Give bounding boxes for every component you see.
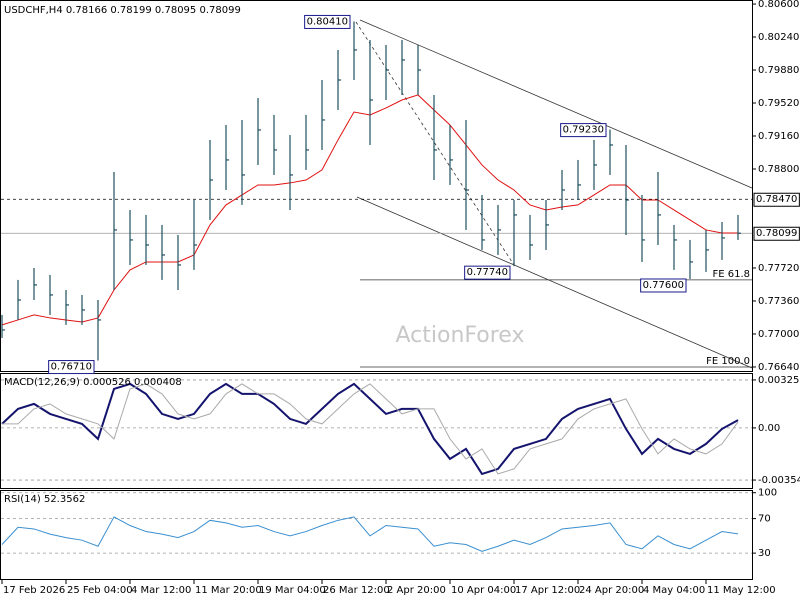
y-tick-label: 0.76640 (758, 362, 799, 373)
fib-label: FE 100.0 (706, 356, 750, 367)
y-tick-label: 0.77720 (758, 263, 799, 274)
x-tick-label: 11 Mar 20:00 (195, 585, 262, 596)
pivot-label: 0.77740 (467, 267, 508, 278)
level-label: 0.78470 (756, 194, 797, 205)
y-tick-label: 0.77360 (758, 296, 799, 307)
x-tick-label: 25 Feb 04:00 (67, 585, 133, 596)
y-tick-label: 0.79520 (758, 98, 799, 109)
panel-title: MACD(12,26,9) 0.000526 0.000408 (4, 377, 182, 388)
x-tick-label: 2 Apr 20:00 (387, 585, 446, 596)
y-tick-label: 0.77000 (758, 329, 799, 340)
level-label: 0.78099 (756, 228, 797, 239)
pivot-label: 0.77600 (643, 280, 684, 291)
fib-label: FE 61.8 (712, 269, 750, 280)
macd-frame (0, 373, 753, 489)
rsi-frame (0, 490, 753, 580)
pivot-label-box (304, 14, 351, 29)
pivot-label: 0.79230 (563, 125, 604, 136)
pivot-label-box (640, 278, 687, 293)
y-tick-label: 70 (758, 514, 771, 525)
watermark: ActionForex (396, 323, 525, 348)
pivot-label: 0.76710 (51, 362, 92, 373)
price-frame (0, 0, 753, 372)
channel-lower (356, 196, 753, 369)
indicator-line (1, 516, 739, 552)
channel-upper (359, 19, 753, 189)
y-tick-label: 30 (758, 548, 771, 559)
x-tick-label: 17 Feb 2026 (3, 585, 65, 596)
header: USDCHF,H4 0.78166 0.78199 0.78095 0.7809… (4, 5, 241, 16)
y-tick-label: 100 (758, 488, 777, 499)
pivot-label-box (48, 360, 95, 375)
x-tick-label: 4 Mar 12:00 (131, 585, 191, 596)
indicator-line (2, 383, 739, 475)
x-tick-label: 24 Apr 20:00 (579, 585, 644, 596)
indicator-line (1, 382, 739, 476)
y-tick-label: -0.00354 (758, 475, 800, 486)
y-tick-label: 0.79160 (758, 131, 799, 142)
y-tick-label: 0.78800 (758, 164, 799, 175)
x-tick-label: 26 Mar 12:00 (323, 585, 390, 596)
x-tick-label: 17 Apr 12:00 (515, 585, 580, 596)
pivot-label: 0.80410 (307, 16, 348, 27)
y-tick-label: 0.80240 (758, 32, 799, 43)
pivot-label-box (464, 265, 511, 280)
pivot-label-box (560, 123, 607, 138)
y-tick-label: 0.003256 (758, 375, 800, 386)
y-tick-label: 0.79880 (758, 65, 799, 76)
wave-line (355, 21, 515, 266)
panel-title: RSI(14) 52.3562 (4, 494, 85, 505)
level-label-box (753, 192, 800, 207)
x-tick-label: 19 Mar 04:00 (259, 585, 326, 596)
y-tick-label: 0.80600 (758, 0, 799, 10)
y-tick-label: 0.00 (758, 423, 780, 434)
x-tick-label: 10 Apr 04:00 (451, 585, 516, 596)
level-label-box (753, 226, 800, 241)
x-tick-label: 4 May 04:00 (643, 585, 705, 596)
x-tick-label: 11 May 12:00 (707, 585, 776, 596)
